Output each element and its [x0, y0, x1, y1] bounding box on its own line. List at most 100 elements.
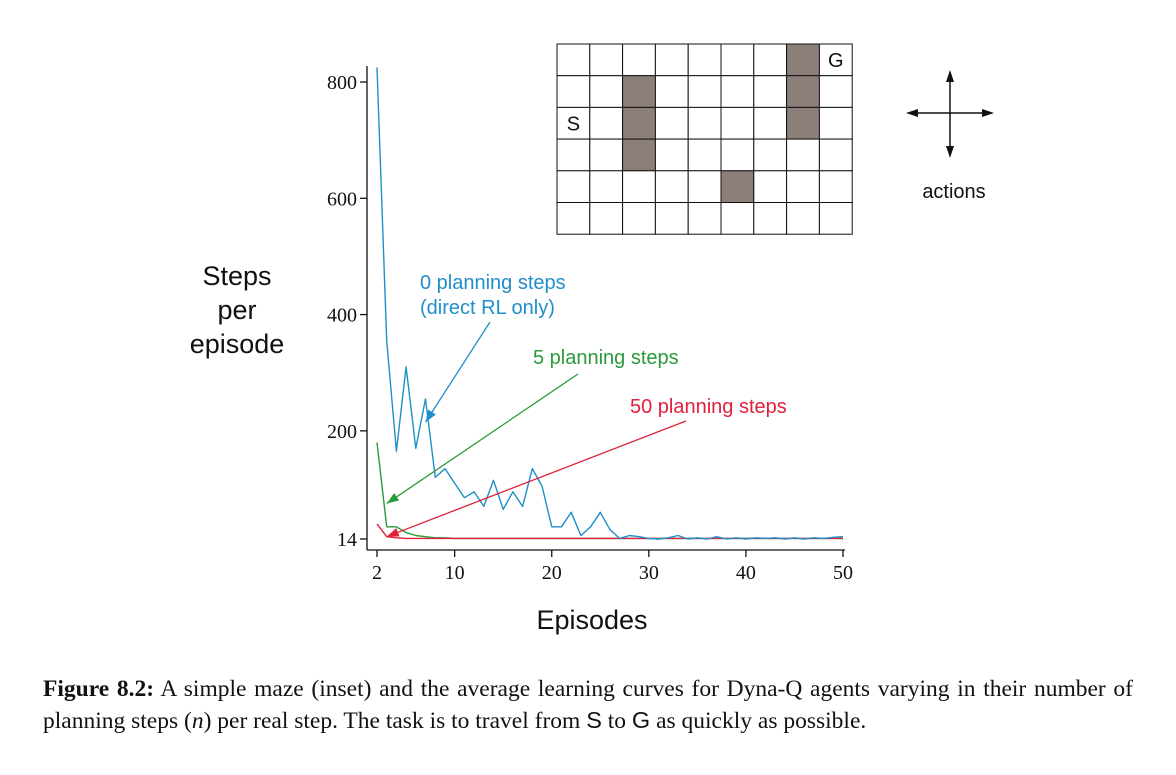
maze-cell — [589, 43, 624, 77]
maze-cell — [720, 202, 755, 235]
annotation-arrow-1 — [386, 373, 579, 505]
maze-cell — [622, 202, 656, 235]
y-tick-label: 600 — [327, 188, 357, 210]
annotation-arrowhead-0 — [425, 409, 436, 423]
maze-cell — [687, 106, 722, 140]
maze-cell — [654, 43, 689, 77]
maze-cell — [720, 75, 755, 108]
maze-cell — [589, 106, 624, 140]
maze-cell — [589, 170, 624, 204]
maze-cell — [818, 170, 853, 204]
caption-text-1: A simple maze (inset) and the average le… — [43, 676, 1133, 734]
caption-label: Figure 8.2: — [43, 676, 155, 702]
annotation-label-2: 50 planning steps — [630, 396, 787, 418]
maze-cell — [654, 106, 689, 140]
maze-cell — [786, 170, 820, 204]
maze-cell — [720, 106, 755, 140]
maze-cell — [753, 138, 788, 172]
maze-cell — [818, 43, 853, 77]
caption-text-3: to — [601, 708, 632, 734]
annotation-label-0: (direct RL only) — [420, 297, 555, 319]
maze-cell — [818, 106, 853, 140]
series-line-1 — [376, 442, 843, 540]
maze-cell — [687, 75, 722, 108]
maze-wall-cell — [786, 43, 820, 77]
x-tick-label: 20 — [542, 562, 562, 584]
maze-cell — [556, 138, 591, 172]
maze-cell — [556, 43, 591, 77]
maze-cell — [818, 75, 853, 108]
y-axis-label: Steps per episode — [190, 261, 285, 359]
maze-wall-cell — [720, 170, 755, 204]
annotation-arrowhead-1 — [386, 493, 400, 504]
annotations: 0 planning steps (direct RL only) 5 planni… — [386, 272, 787, 538]
series-line-2 — [376, 523, 843, 540]
maze-inset: SG — [556, 43, 853, 235]
x-tick-label: 50 — [833, 562, 853, 584]
y-axis-label-line: per — [217, 295, 256, 325]
series-line-0 — [376, 67, 844, 540]
maze-cell — [687, 170, 722, 204]
annotation-arrow-2 — [386, 420, 687, 538]
maze-cell — [654, 170, 689, 204]
maze-start-label: S — [567, 113, 580, 135]
figure: 14 200 400 600 800 2 10 20 30 40 50 0 planning ste… — [190, 43, 994, 635]
maze-cell — [786, 202, 820, 235]
caption-math-n: n — [191, 708, 204, 734]
maze-cell — [556, 106, 591, 140]
caption-start-symbol: S — [586, 707, 602, 733]
figure-caption: Figure 8.2: A simple maze (inset) and th… — [43, 674, 1133, 737]
maze-cell — [753, 43, 788, 77]
maze-cell — [687, 138, 722, 172]
maze-cell — [720, 43, 755, 77]
maze-cell — [753, 170, 788, 204]
maze-cell — [589, 138, 624, 172]
series-lines — [376, 67, 844, 540]
y-tick-label: 800 — [327, 72, 357, 94]
maze-cell — [556, 202, 591, 235]
x-axis-label: Episodes — [536, 605, 647, 635]
caption-goal-symbol: G — [631, 707, 651, 733]
annotation-arrow-0 — [424, 321, 491, 423]
maze-cell — [687, 202, 722, 235]
maze-cell — [687, 43, 722, 77]
learning-curves-chart: 14 200 400 600 800 2 10 20 30 40 50 0 planning ste… — [190, 66, 853, 635]
x-tick-label: 10 — [445, 562, 465, 584]
annotation-label-0: 0 planning steps — [420, 272, 566, 294]
maze-cell — [556, 170, 591, 204]
actions-label: actions — [922, 181, 985, 203]
maze-cell — [753, 202, 788, 235]
y-axis-label-line: episode — [190, 329, 285, 359]
actions-inset: actions — [906, 70, 994, 203]
y-tick-label: 200 — [327, 421, 357, 443]
maze-cell — [720, 138, 755, 172]
caption-text-2: ) per real step. The task is to travel f… — [203, 708, 587, 734]
maze-goal-label: G — [828, 50, 844, 72]
y-tick-label: 400 — [327, 305, 357, 327]
maze-cell — [654, 138, 689, 172]
y-tick-label: 14 — [337, 529, 357, 551]
caption-text-4: as quickly as possible. — [650, 708, 867, 734]
y-axis-label-line: Steps — [202, 261, 271, 291]
maze-cell — [786, 138, 820, 172]
maze-cell — [622, 170, 656, 204]
annotation-label-1: 5 planning steps — [533, 347, 679, 369]
maze-wall-cell — [622, 106, 656, 140]
axes: 14 200 400 600 800 2 10 20 30 40 50 — [327, 66, 853, 584]
maze-cell — [654, 75, 689, 108]
maze-wall-cell — [786, 75, 820, 108]
maze-cell — [818, 202, 853, 235]
x-tick-label: 30 — [639, 562, 659, 584]
actions-arrows-icon — [906, 70, 994, 158]
maze-cell — [622, 43, 656, 77]
maze-wall-cell — [622, 75, 656, 108]
maze-cell — [654, 202, 689, 235]
annotation-arrowhead-2 — [386, 528, 400, 537]
maze-cell — [818, 138, 853, 172]
maze-cell — [589, 202, 624, 235]
maze-wall-cell — [786, 106, 820, 140]
maze-cell — [753, 75, 788, 108]
maze-wall-cell — [622, 138, 656, 172]
maze-cell — [556, 75, 591, 108]
x-tick-label: 2 — [372, 562, 382, 584]
